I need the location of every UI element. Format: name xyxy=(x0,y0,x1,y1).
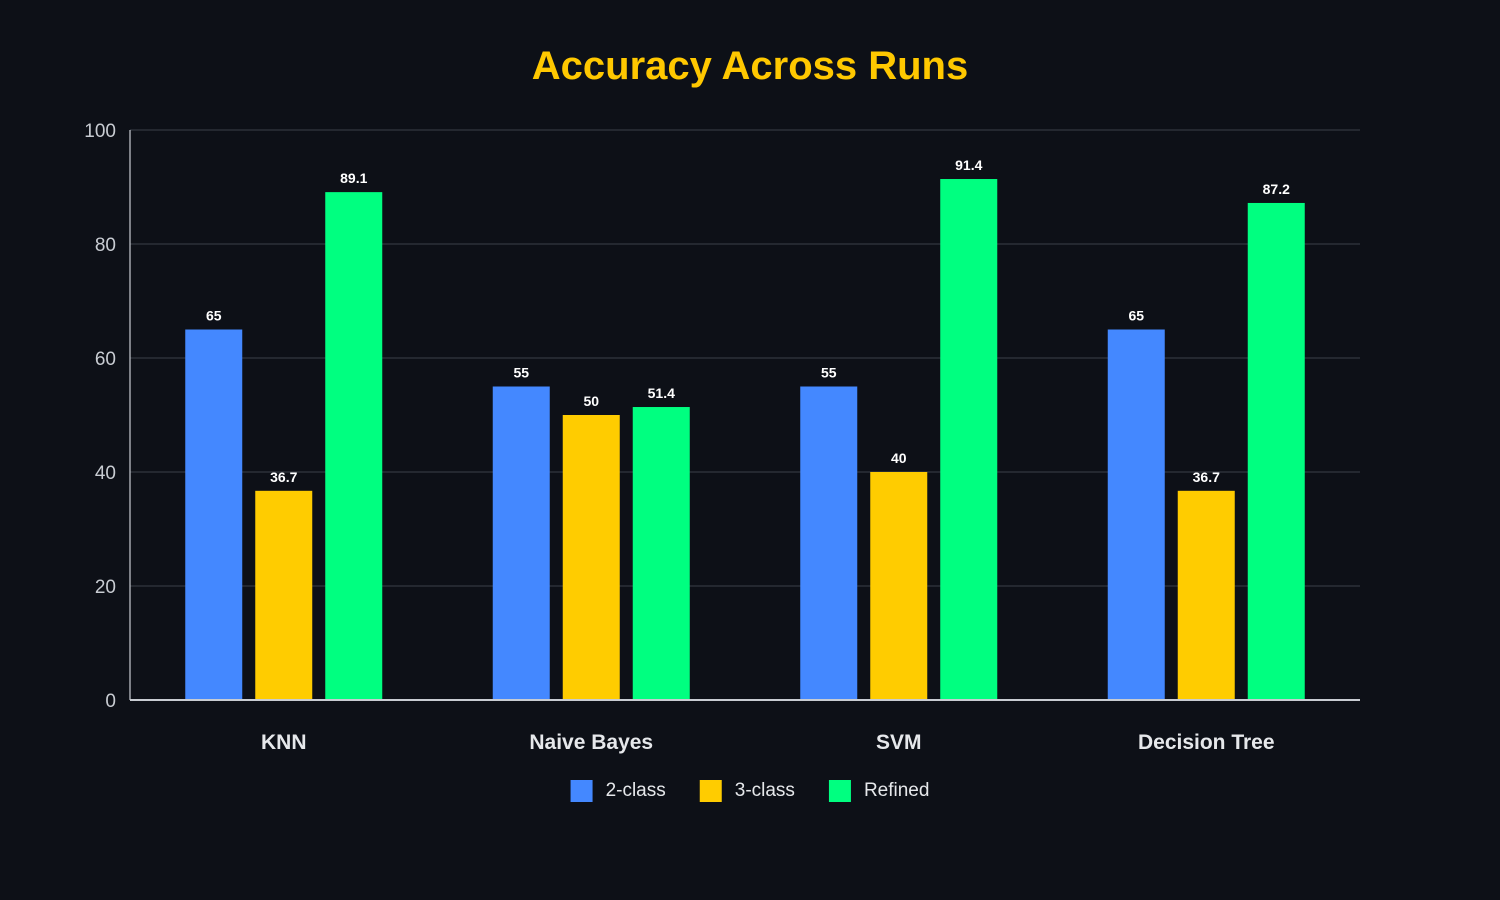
bar-decision-tree-3-class xyxy=(1177,490,1235,700)
x-category-label-svm: SVM xyxy=(876,731,922,754)
bar-knn-refined xyxy=(325,192,383,700)
axes: 0 20 40 60 80 100 KNN Naive Bayes SVM Decision Tr… xyxy=(84,121,1360,754)
data-label-decision-tree-refined: 87.2 xyxy=(1263,181,1290,197)
x-category-label-naive-bayes: Naive Bayes xyxy=(529,731,653,754)
legend-item-2-class: 2-class xyxy=(570,780,666,802)
bar-naive-bayes-2-class xyxy=(492,386,550,700)
data-label-svm-refined: 91.4 xyxy=(955,157,982,173)
data-label-knn-refined: 89.1 xyxy=(340,170,367,186)
x-category-label-knn: KNN xyxy=(261,731,307,754)
bar-svm-3-class xyxy=(870,472,928,700)
legend-label-refined: Refined xyxy=(864,780,930,801)
bar-decision-tree-refined xyxy=(1247,202,1305,700)
legend-item-refined: Refined xyxy=(828,780,930,802)
legend-swatch-refined xyxy=(828,780,851,802)
data-label-knn-3-class: 36.7 xyxy=(270,469,297,485)
y-tick-label-0: 0 xyxy=(105,691,116,712)
legend-swatch-3-class xyxy=(699,780,722,802)
bar-knn-2-class xyxy=(185,329,243,700)
data-label-knn-2-class: 65 xyxy=(206,308,222,324)
bar-naive-bayes-3-class xyxy=(562,415,620,700)
bar-decision-tree-2-class xyxy=(1107,329,1165,700)
y-tick-label-60: 60 xyxy=(95,349,116,370)
data-label-decision-tree-3-class: 36.7 xyxy=(1193,469,1220,485)
chart-title: Accuracy Across Runs xyxy=(531,44,969,88)
legend-swatch-2-class xyxy=(570,780,593,802)
x-category-label-decision-tree: Decision Tree xyxy=(1138,731,1275,754)
bar-naive-bayes-refined xyxy=(632,407,690,700)
bars: 65 36.7 89.1 55 50 51.4 55 40 91.4 65 36.7 87.2 xyxy=(185,157,1305,700)
bar-svm-refined xyxy=(940,179,998,700)
data-label-svm-3-class: 40 xyxy=(891,450,907,466)
y-tick-label-40: 40 xyxy=(95,463,116,484)
data-label-naive-bayes-2-class: 55 xyxy=(513,365,529,381)
data-label-decision-tree-2-class: 65 xyxy=(1128,308,1144,324)
bar-svm-2-class xyxy=(800,386,858,700)
gridlines xyxy=(130,129,1360,587)
data-label-naive-bayes-3-class: 50 xyxy=(583,393,599,409)
y-tick-label-80: 80 xyxy=(95,235,116,256)
bar-knn-3-class xyxy=(255,490,313,700)
legend-label-2-class: 2-class xyxy=(606,780,666,801)
legend-label-3-class: 3-class xyxy=(735,780,795,801)
legend: 2-class 3-class Refined xyxy=(570,780,930,802)
legend-item-3-class: 3-class xyxy=(699,780,795,802)
data-label-naive-bayes-refined: 51.4 xyxy=(648,385,675,401)
y-tick-label-20: 20 xyxy=(95,577,116,598)
data-label-svm-2-class: 55 xyxy=(821,365,837,381)
y-tick-label-100: 100 xyxy=(84,121,116,142)
